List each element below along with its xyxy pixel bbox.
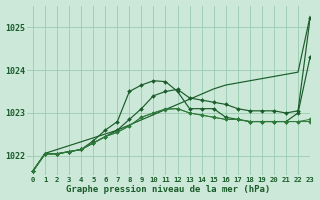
X-axis label: Graphe pression niveau de la mer (hPa): Graphe pression niveau de la mer (hPa) (66, 185, 271, 194)
